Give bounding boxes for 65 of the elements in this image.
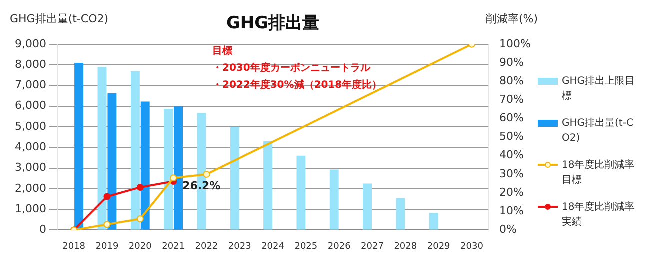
- x-tick-label: 2020: [128, 242, 152, 252]
- y-tick-label: 6,000: [14, 99, 46, 112]
- legend-label: 18年度比削減率実績: [562, 200, 636, 230]
- bar: [74, 62, 84, 230]
- bar: [363, 184, 372, 230]
- legend-label: GHG排出上限目標: [562, 74, 636, 104]
- y2-tick-label: 50%: [500, 130, 524, 144]
- y2-tick-label: 30%: [500, 167, 524, 180]
- annotation: 目標: [212, 44, 232, 57]
- point: [136, 216, 144, 223]
- x-tick-label: 2030: [460, 242, 484, 252]
- point: [203, 170, 210, 178]
- y2-tick-label: 40%: [500, 148, 524, 162]
- y2-axis-title: 削減率(%): [486, 12, 538, 26]
- y2-tick-label: 100%: [500, 37, 532, 50]
- bar: [429, 213, 438, 230]
- point: [136, 184, 144, 191]
- bar: [330, 170, 339, 230]
- y-tick-label: 2,000: [14, 182, 46, 195]
- x-tick-label: 2026: [328, 242, 352, 252]
- x-tick-label: 2029: [427, 242, 451, 252]
- x-tick-label: 2022: [195, 242, 218, 252]
- bar: [164, 109, 174, 230]
- bar: [174, 106, 183, 230]
- bar: [396, 198, 406, 230]
- x-tick-label: 2025: [294, 242, 318, 252]
- x-tick-label: 2023: [228, 242, 252, 252]
- bar: [140, 102, 150, 230]
- bar: [108, 93, 117, 230]
- y-tick-label: 9,000: [14, 37, 46, 50]
- data-label: 26.2%: [182, 179, 221, 192]
- bar: [98, 67, 107, 230]
- bar: [130, 71, 140, 230]
- y-tick-label: 5,000: [14, 120, 46, 133]
- x-tick-label: 2019: [96, 242, 119, 252]
- point: [104, 193, 111, 200]
- y-tick-label: 4,000: [14, 140, 46, 154]
- x-tick-label: 2021: [162, 242, 185, 252]
- y2-tick-label: 10%: [500, 204, 524, 218]
- legend-label: 18年度比削減率目標: [562, 158, 636, 188]
- point: [104, 221, 111, 228]
- y2-tick-label: 90%: [500, 56, 524, 69]
- legend-label: GHG排出量(t-CO2): [562, 116, 634, 146]
- y2-tick-label: 70%: [500, 93, 524, 106]
- annotation: ・2022年度30%減（2018年度比）: [212, 78, 382, 91]
- y-tick-label: 7,000: [14, 78, 46, 92]
- bar: [230, 126, 240, 230]
- bar: [264, 141, 273, 230]
- annotation: ・2030年度カーボンニュートラル: [212, 62, 372, 74]
- y2-tick-label: 0%: [500, 223, 518, 236]
- x-tick-label: 2028: [394, 242, 418, 252]
- x-tick-label: 2027: [361, 242, 384, 252]
- y-tick-label: 3,000: [14, 161, 46, 174]
- x-tick-label: 2018: [62, 242, 86, 252]
- y2-tick-label: 20%: [500, 186, 524, 199]
- y2-tick-label: 60%: [500, 112, 524, 125]
- y-tick-label: 1,000: [14, 202, 46, 216]
- y-tick-label: 8,000: [14, 58, 46, 71]
- x-tick-label: 2024: [262, 242, 285, 252]
- y-axis-title: GHG排出量(t-CO2): [10, 12, 109, 26]
- bar: [296, 156, 306, 230]
- y-tick-label: 0: [39, 223, 46, 236]
- chart-title: GHG排出量: [226, 14, 320, 34]
- y2-tick-label: 80%: [500, 74, 524, 88]
- point: [170, 174, 178, 182]
